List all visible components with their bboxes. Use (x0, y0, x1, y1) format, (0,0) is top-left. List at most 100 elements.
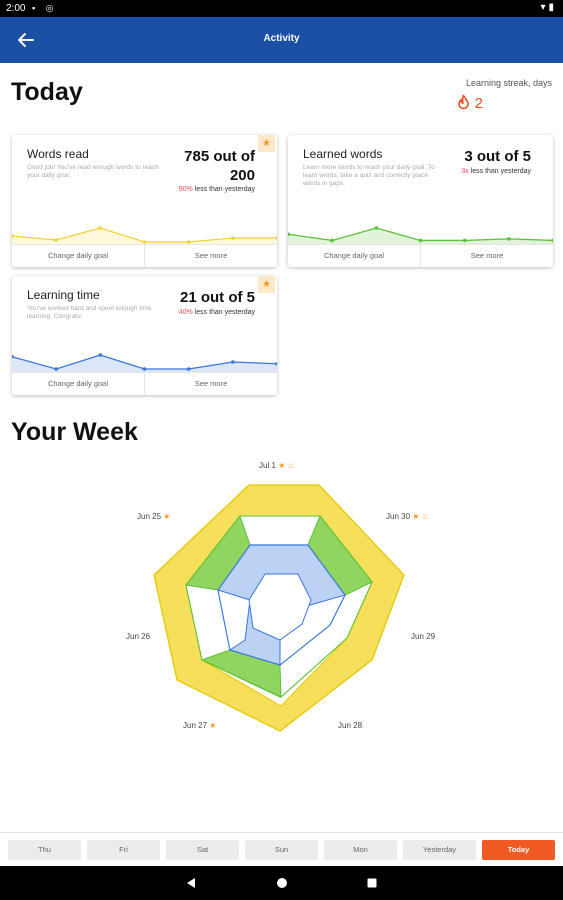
tab-sat[interactable]: Sat (166, 840, 239, 860)
trend-point (462, 238, 467, 243)
change-daily-goal-button[interactable]: Change daily goal (12, 373, 145, 395)
trend-point (142, 240, 147, 244)
trend-point (98, 226, 103, 230)
words-read-trend-chart (12, 226, 277, 245)
card-buttons: Change daily goal See more (288, 244, 553, 267)
star-icon: ★ (163, 512, 171, 521)
flame-icon: ♨ (421, 512, 429, 521)
tab-fri[interactable]: Fri (87, 840, 160, 860)
trend-point (374, 226, 379, 230)
home-nav-icon[interactable] (276, 877, 288, 889)
streak-value-block: 2 (457, 94, 483, 112)
trend-point (507, 237, 511, 241)
app-bar-title: Activity (263, 33, 300, 44)
card-value: 21 out of 5 (179, 289, 255, 306)
today-heading: Today (11, 78, 83, 106)
tab-today[interactable]: Today (482, 840, 555, 860)
system-icons: ▾▮ (540, 2, 557, 13)
trend-point (288, 232, 290, 237)
trend-line (288, 227, 553, 242)
app-bar: Activity (0, 17, 563, 63)
weekly-radar-chart (153, 484, 405, 732)
wifi-icon: ▾ (540, 2, 549, 13)
trend-point (142, 367, 147, 371)
battery-icon: ▮ (548, 2, 557, 13)
radar-label-jun27: Jun 27 ★ (183, 721, 216, 730)
card-title: Learned words (303, 147, 383, 161)
trend-point (54, 367, 58, 371)
status-time: 2:00 (6, 3, 26, 14)
radar-ring-inner (248, 573, 312, 641)
radar-label-jun26: Jun 26 (126, 632, 151, 641)
star-icon: ★ (412, 512, 420, 521)
tab-yesterday[interactable]: Yesterday (403, 840, 476, 860)
card-description: Good job! You've read enough words to re… (27, 164, 159, 179)
radar-ring-outer (153, 484, 405, 732)
radar-label-text: Jul 1 (259, 461, 276, 470)
tab-mon[interactable]: Mon (324, 840, 397, 860)
card-title: Words read (27, 147, 89, 161)
comparison-text: less than yesterday (468, 168, 531, 175)
change-daily-goal-button[interactable]: Change daily goal (288, 245, 421, 267)
see-more-button[interactable]: See more (194, 251, 228, 260)
trend-point (275, 361, 277, 366)
notification-icons: ▪ ◎ (32, 3, 58, 13)
radar-label-text: Jun 25 (137, 512, 162, 521)
learning-time-card[interactable]: Learning time You've worked hard and spe… (12, 276, 277, 395)
card-description: Learn more words to reach your daily goa… (303, 164, 435, 187)
card-buttons: Change daily goal See more (12, 372, 277, 395)
star-icon: ★ (209, 721, 217, 730)
learned-words-trend-chart (288, 226, 553, 245)
card-comparison: 90% less than yesterday (179, 186, 255, 193)
trend-area (12, 228, 277, 245)
streak-value: 2 (474, 95, 483, 112)
change-daily-goal-button[interactable]: Change daily goal (12, 245, 145, 267)
trend-point (418, 238, 423, 243)
card-buttons: Change daily goal See more (12, 244, 277, 267)
radar-label-jun25: Jun 25 ★ (137, 512, 170, 521)
learned-words-card[interactable]: Learned words Learn more words to reach … (288, 135, 553, 267)
comparison-pct: 40% (178, 309, 193, 316)
trend-point (330, 238, 334, 243)
trend-point (98, 353, 103, 357)
star-icon: ★ (278, 461, 286, 470)
radar-label-jun30: Jun 30 ★ ♨ (386, 512, 429, 521)
card-value: 785 out of 200 (184, 148, 255, 184)
radar-label-text: Jun 27 (183, 721, 208, 730)
card-comparison: 40% less than yesterday (179, 309, 255, 316)
trend-point (231, 360, 235, 364)
star-badge-icon: ★ (258, 276, 275, 293)
trend-point (12, 354, 14, 359)
recents-nav-icon[interactable] (366, 877, 378, 889)
back-arrow-icon[interactable] (14, 28, 38, 52)
radar-label-jul1: Jul 1 ★ ♨ (259, 461, 295, 470)
comparison-pct: 90% (178, 186, 193, 193)
radar-white-patch-1 (239, 515, 321, 546)
words-read-card[interactable]: Words read Good job! You've read enough … (12, 135, 277, 267)
tab-thu[interactable]: Thu (8, 840, 81, 860)
your-week-heading: Your Week (11, 418, 138, 446)
trend-point (186, 367, 191, 371)
see-more-button[interactable]: See more (470, 251, 504, 260)
star-badge-icon: ★ (258, 135, 275, 152)
flame-icon: ♨ (287, 461, 295, 470)
comparison-text: less than yesterday (192, 309, 255, 316)
see-more-button[interactable]: See more (194, 379, 228, 388)
card-comparison: 3x less than yesterday (461, 168, 531, 175)
radar-label-text: Jun 30 (386, 512, 411, 521)
comparison-pct: 3x (461, 168, 469, 175)
learning-time-trend-chart (12, 353, 277, 372)
trend-point (54, 238, 58, 242)
card-description: You've worked hard and spent enough time… (27, 305, 152, 320)
streak-label: Learning streak, days (465, 78, 552, 88)
system-nav-bar (0, 866, 563, 900)
trend-point (275, 236, 277, 240)
trend-point (551, 238, 553, 243)
trend-point (12, 234, 14, 238)
radar-label-jun28: Jun 28 (338, 721, 363, 730)
trend-point (186, 240, 191, 244)
tab-sun[interactable]: Sun (245, 840, 318, 860)
back-nav-icon[interactable] (185, 877, 197, 889)
day-tab-bar: Thu Fri Sat Sun Mon Yesterday Today (0, 832, 563, 866)
card-value: 3 out of 5 (464, 148, 531, 165)
